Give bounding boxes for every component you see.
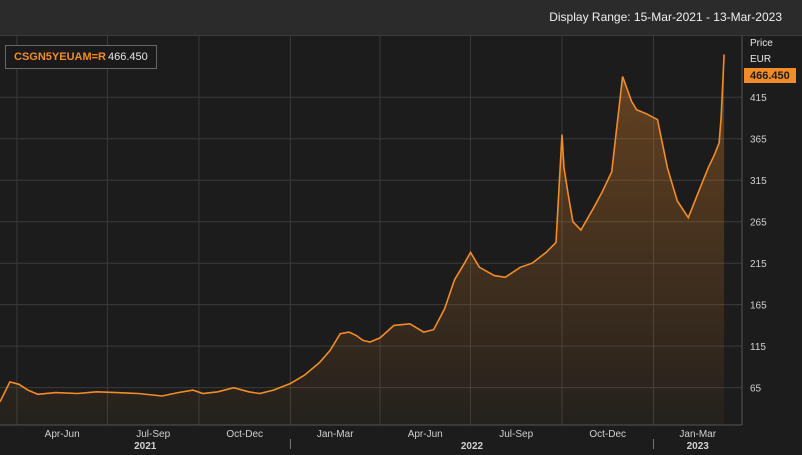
y-tick-label: 265	[750, 218, 767, 229]
x-year-label: 2022	[461, 441, 484, 452]
series-legend[interactable]: CSGN5YEUAM=R 466.450	[5, 45, 157, 69]
y-axis-ticks: 65 115 165 215 265 315 365 415	[750, 93, 767, 394]
x-tick-label: Oct-Dec	[226, 429, 263, 440]
legend-value: 466.450	[108, 51, 148, 63]
y-tick-label: 215	[750, 259, 767, 270]
y-tick-label: 365	[750, 135, 767, 146]
x-year-label: 2021	[134, 441, 157, 452]
last-value-badge	[744, 68, 796, 83]
y-tick-label: 115	[750, 342, 766, 353]
x-tick-label: Apr-Jun	[45, 429, 80, 440]
price-area	[0, 54, 725, 425]
x-axis-ticks: Apr-Jun Jul-Sep Oct-Dec Jan-Mar Apr-Jun Jul-S…	[45, 429, 717, 452]
x-tick-label: Jul-Sep	[499, 429, 533, 440]
x-year-label: 2023	[687, 441, 710, 452]
y-tick-label: 65	[750, 384, 762, 395]
y-axis-unit: EUR	[750, 54, 771, 65]
x-tick-label: Apr-Jun	[408, 429, 443, 440]
x-tick-label: Jul-Sep	[136, 429, 170, 440]
top-bar: Display Range: 15-Mar-2021 - 13-Mar-2023	[0, 0, 802, 36]
y-tick-label: 315	[750, 176, 767, 187]
x-tick-label: Jan-Mar	[679, 429, 716, 440]
display-range-label: Display Range: 15-Mar-2021 - 13-Mar-2023	[549, 10, 782, 24]
y-axis-title: Price	[750, 38, 773, 49]
price-line	[0, 54, 725, 403]
y-tick-label: 165	[750, 301, 767, 312]
x-tick-label: Jan-Mar	[317, 429, 354, 440]
y-tick-label: 415	[750, 93, 767, 104]
x-tick-label: Oct-Dec	[589, 429, 626, 440]
legend-ric-label: CSGN5YEUAM=R	[14, 51, 106, 63]
last-value-label: 466.450	[750, 70, 790, 82]
